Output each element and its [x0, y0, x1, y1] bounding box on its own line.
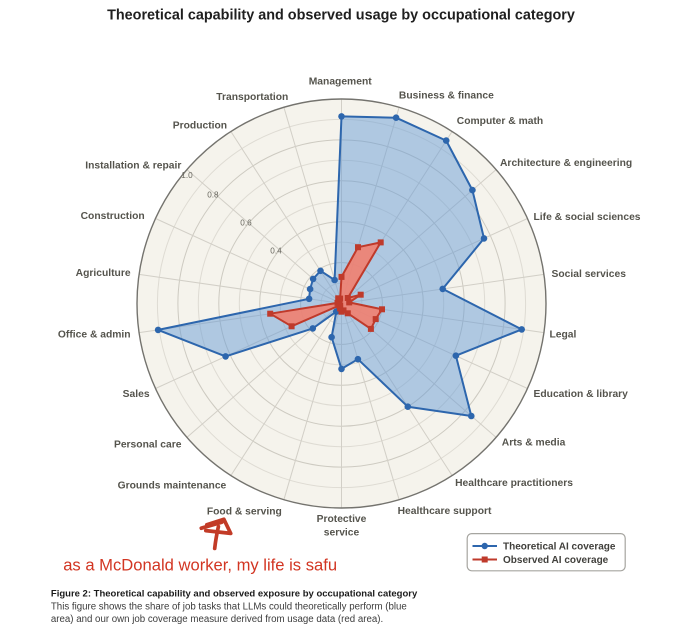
svg-text:Architecture & engineering: Architecture & engineering — [500, 158, 632, 169]
svg-text:Management: Management — [309, 77, 373, 88]
svg-text:as a McDonald worker, my life: as a McDonald worker, my life is safu — [63, 556, 337, 575]
svg-text:Arts & media: Arts & media — [502, 437, 566, 448]
svg-text:Computer & math: Computer & math — [457, 116, 543, 127]
svg-text:Education & library: Education & library — [534, 389, 629, 400]
svg-text:0.6: 0.6 — [240, 219, 252, 228]
svg-text:service: service — [324, 528, 360, 539]
svg-text:Figure 2: Theoretical capabili: Figure 2: Theoretical capability and obs… — [51, 589, 418, 600]
svg-text:Sales: Sales — [123, 389, 150, 400]
svg-text:Transportation: Transportation — [216, 92, 288, 103]
svg-text:0.8: 0.8 — [207, 190, 219, 199]
svg-text:Protective: Protective — [317, 514, 367, 525]
svg-text:Theoretical AI coverage: Theoretical AI coverage — [503, 542, 616, 553]
svg-text:Food & serving: Food & serving — [207, 506, 282, 517]
svg-text:Healthcare practitioners: Healthcare practitioners — [455, 478, 573, 489]
svg-text:Production: Production — [173, 121, 227, 132]
svg-text:Healthcare support: Healthcare support — [398, 506, 492, 517]
svg-text:Agriculture: Agriculture — [76, 268, 131, 279]
svg-text:area) and our own job coverage: area) and our own job coverage measure d… — [51, 614, 383, 625]
svg-text:Observed AI coverage: Observed AI coverage — [503, 555, 609, 566]
svg-text:This figure shows the share of: This figure shows the share of job tasks… — [51, 601, 407, 612]
svg-text:Office & admin: Office & admin — [58, 329, 131, 340]
svg-text:0.4: 0.4 — [270, 247, 282, 256]
svg-text:Life & social sciences: Life & social sciences — [534, 212, 641, 223]
svg-text:Social services: Social services — [552, 269, 627, 280]
svg-text:Legal: Legal — [550, 330, 577, 341]
svg-text:Construction: Construction — [81, 211, 145, 222]
svg-text:Installation & repair: Installation & repair — [85, 161, 181, 172]
svg-text:Personal care: Personal care — [114, 439, 182, 450]
svg-text:Theoretical capability and obs: Theoretical capability and observed usag… — [107, 8, 575, 24]
svg-text:Business & finance: Business & finance — [399, 91, 494, 102]
svg-text:1.0: 1.0 — [181, 171, 193, 180]
svg-text:Grounds maintenance: Grounds maintenance — [118, 481, 227, 492]
